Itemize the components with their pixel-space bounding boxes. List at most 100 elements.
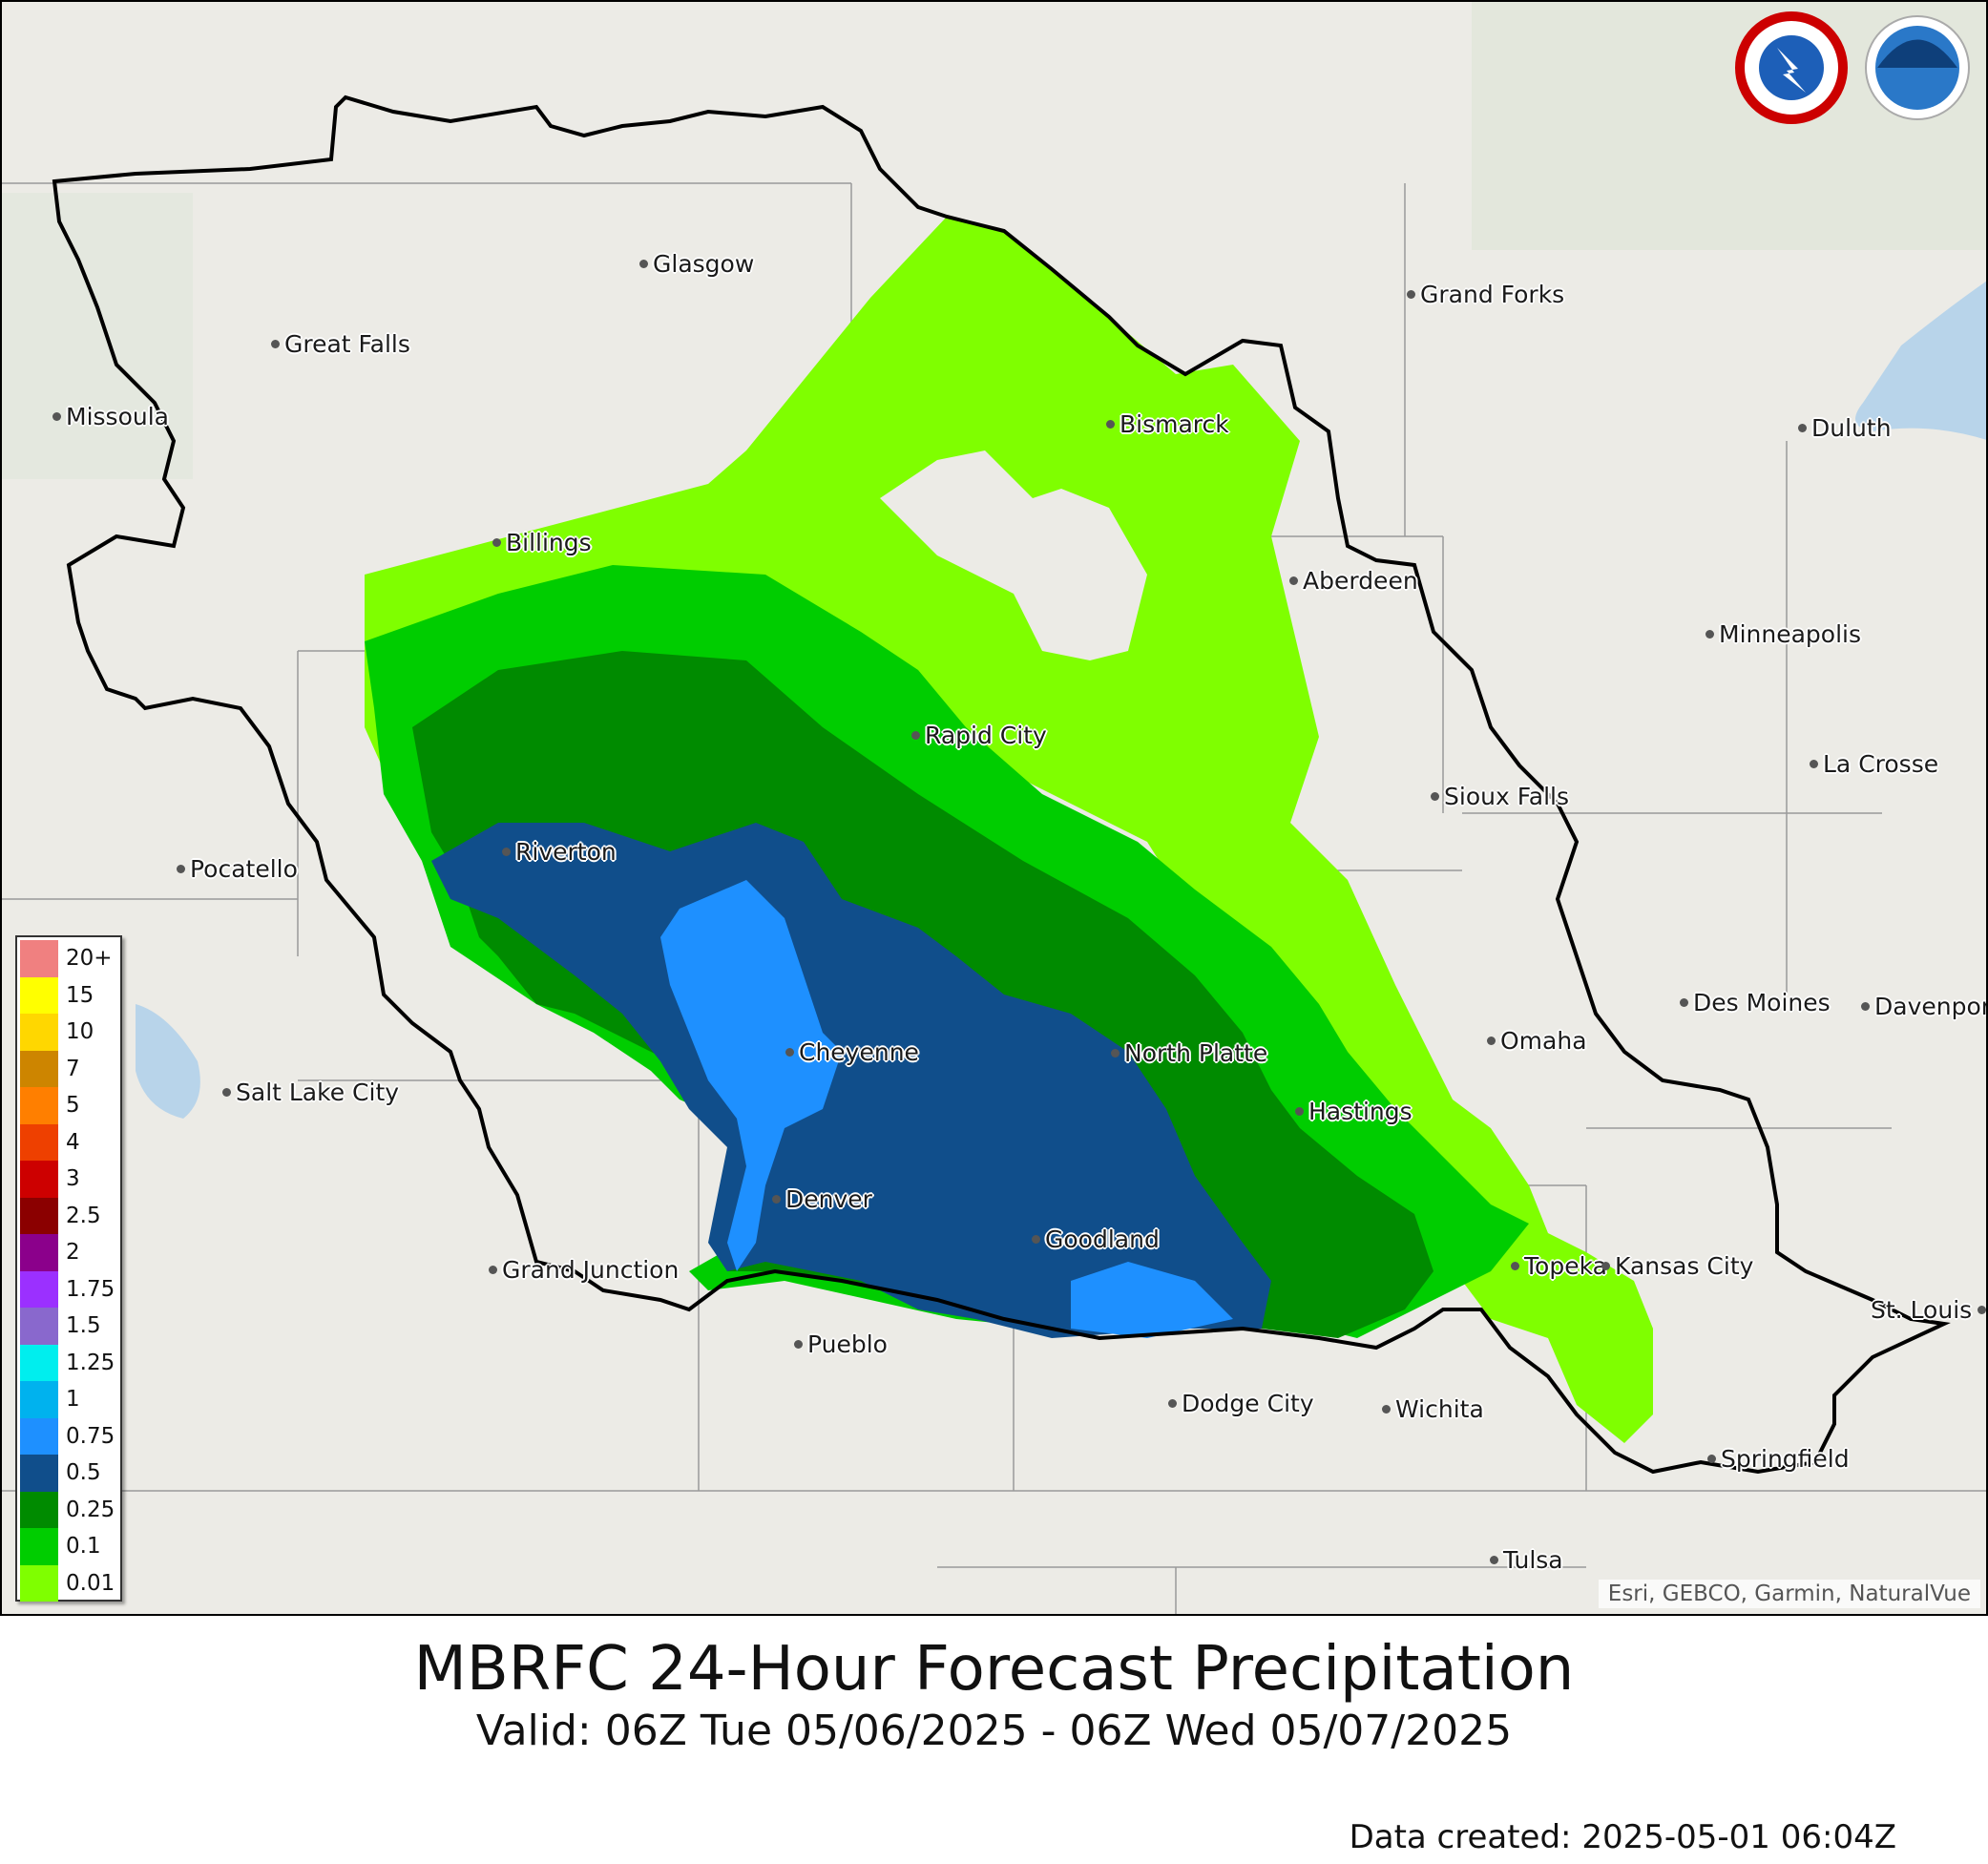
city-dot: [1601, 1262, 1610, 1270]
great-salt-lake: [136, 1004, 200, 1119]
legend-swatch: [20, 1344, 58, 1381]
city-marker: Minneapolis: [1705, 620, 1861, 648]
city-label: Aberdeen: [1303, 567, 1418, 595]
legend-row: 1.75: [20, 1270, 117, 1308]
legend-swatch: [20, 1050, 58, 1087]
nws-logo: [1735, 11, 1848, 124]
city-label: Rapid City: [925, 722, 1047, 749]
city-marker: Billings: [492, 529, 592, 556]
city-dot: [1111, 1049, 1120, 1058]
city-marker: Des Moines: [1680, 989, 1831, 1016]
city-label: St. Louis: [1871, 1296, 1973, 1324]
legend-swatch: [20, 940, 58, 977]
legend-label: 5: [66, 1093, 80, 1119]
city-dot: [1487, 1037, 1496, 1045]
city-dot: [1168, 1399, 1177, 1408]
legend-swatch: [20, 1308, 58, 1345]
map-panel: Glasgow Great Falls Missoula Grand Forks…: [0, 0, 1988, 1616]
zone-0.75: [660, 880, 842, 1271]
city-label: Bismarck: [1120, 410, 1229, 438]
legend-row: 0.01: [20, 1564, 117, 1602]
valid-period: Valid: 06Z Tue 05/06/2025 - 06Z Wed 05/0…: [475, 1707, 1513, 1755]
city-marker: North Platte: [1111, 1039, 1267, 1067]
legend-swatch: [20, 1455, 58, 1492]
city-dot: [1511, 1262, 1519, 1270]
legend-swatch: [20, 1161, 58, 1198]
legend-row: 2.5: [20, 1197, 117, 1234]
city-marker: Wichita: [1382, 1395, 1484, 1423]
legend-row: 10: [20, 1014, 117, 1051]
city-dot: [639, 260, 648, 268]
legend-swatch: [20, 1234, 58, 1271]
city-marker: Rapid City: [911, 722, 1047, 749]
legend-row: 4: [20, 1123, 117, 1161]
city-label: Pocatello: [190, 855, 298, 883]
city-dot: [502, 848, 511, 856]
city-label: Missoula: [66, 403, 169, 430]
city-dot: [1032, 1235, 1040, 1244]
legend-row: 20+: [20, 940, 117, 977]
city-marker: Springfield: [1707, 1445, 1850, 1473]
city-marker: Missoula: [52, 403, 169, 430]
city-dot: [177, 865, 185, 873]
city-label: Tulsa: [1503, 1546, 1563, 1574]
city-label: Topeka: [1524, 1252, 1607, 1280]
city-label: Hastings: [1308, 1098, 1413, 1125]
legend-label: 0.01: [66, 1570, 115, 1596]
legend-label: 0.25: [66, 1497, 115, 1522]
legend-label: 1: [66, 1387, 80, 1413]
lake-superior: [1855, 281, 1986, 440]
city-marker: Grand Forks: [1407, 281, 1564, 308]
city-label: Davenport: [1874, 993, 1988, 1020]
legend-row: 0.25: [20, 1491, 117, 1528]
city-marker: Denver: [772, 1185, 872, 1213]
city-label: Pueblo: [807, 1330, 888, 1358]
city-marker: Sioux Falls: [1431, 783, 1569, 810]
city-dot: [911, 731, 920, 740]
mountains-west: [2, 193, 193, 479]
city-marker: Aberdeen: [1289, 567, 1418, 595]
city-marker: Grand Junction: [489, 1256, 679, 1284]
city-dot: [52, 412, 61, 421]
city-dot: [222, 1088, 231, 1097]
legend-row: 0.75: [20, 1417, 117, 1455]
city-dot: [1289, 576, 1298, 585]
legend-row: 0.1: [20, 1528, 117, 1565]
city-label: Great Falls: [284, 330, 410, 358]
city-marker: La Crosse: [1810, 750, 1938, 778]
city-label: Billings: [506, 529, 592, 556]
city-label: Denver: [785, 1185, 872, 1213]
legend-label: 20+: [66, 946, 113, 972]
city-marker: Bismarck: [1106, 410, 1229, 438]
city-dot: [1382, 1405, 1391, 1414]
city-marker: St. Louis: [1871, 1296, 1986, 1324]
legend-row: 7: [20, 1050, 117, 1087]
city-marker: Dodge City: [1168, 1390, 1314, 1417]
city-dot: [794, 1340, 803, 1349]
legend-swatch: [20, 1270, 58, 1308]
city-label: Dodge City: [1182, 1390, 1314, 1417]
city-marker: Salt Lake City: [222, 1079, 399, 1106]
city-marker: Tulsa: [1490, 1546, 1563, 1574]
city-label: Duluth: [1811, 414, 1892, 442]
city-label: Goodland: [1045, 1225, 1160, 1253]
city-label: Minneapolis: [1719, 620, 1861, 648]
city-label: La Crosse: [1823, 750, 1939, 778]
legend-row: 1.25: [20, 1344, 117, 1381]
legend-label: 1.25: [66, 1350, 115, 1375]
city-dot: [1707, 1455, 1716, 1463]
city-marker: Great Falls: [271, 330, 410, 358]
city-dot: [1798, 424, 1807, 432]
legend-label: 2: [66, 1240, 80, 1266]
legend-label: 3: [66, 1166, 80, 1192]
city-marker: Omaha: [1487, 1027, 1587, 1055]
mbrfc-boundary: [52, 94, 1951, 1475]
precip-legend: 20+ 15 10 7 5 4 3 2.5 2 1.75 1.5 1.25 1 …: [15, 935, 122, 1602]
legend-row: 2: [20, 1234, 117, 1271]
city-label: Wichita: [1395, 1395, 1484, 1423]
city-dot: [1106, 420, 1115, 429]
city-dot: [492, 538, 501, 547]
legend-label: 0.1: [66, 1534, 101, 1560]
legend-row: 5: [20, 1087, 117, 1124]
legend-row: 3: [20, 1161, 117, 1198]
